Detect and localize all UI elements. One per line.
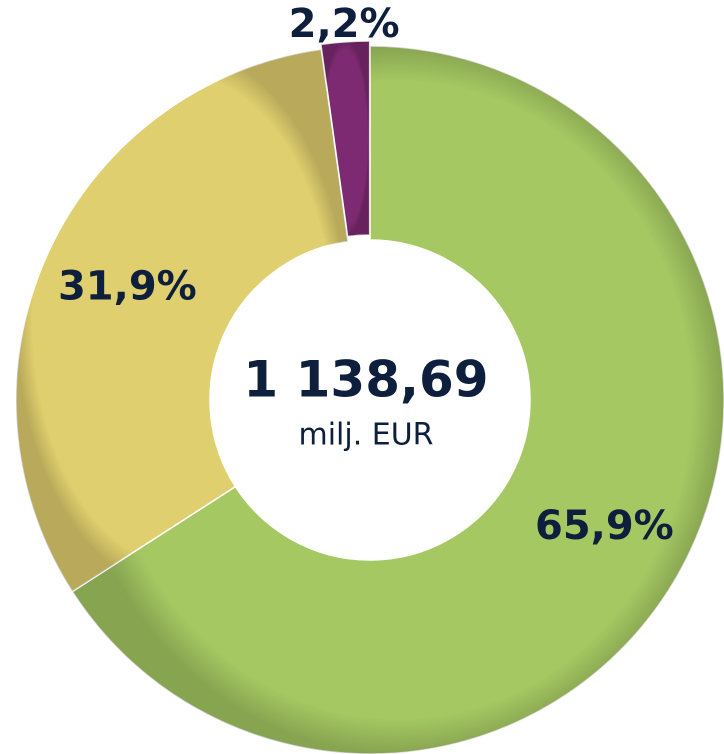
slice-shade (72, 46, 724, 754)
center-sublabel: milj. EUR (298, 418, 433, 453)
slice-shade (15, 49, 348, 592)
center-label: 1 138,69 (243, 351, 488, 409)
slice-shade (320, 41, 370, 237)
value-label: 65,9% (535, 503, 674, 549)
value-label: 2,2% (289, 1, 400, 47)
slices (15, 40, 724, 754)
value-label: 31,9% (58, 264, 197, 310)
